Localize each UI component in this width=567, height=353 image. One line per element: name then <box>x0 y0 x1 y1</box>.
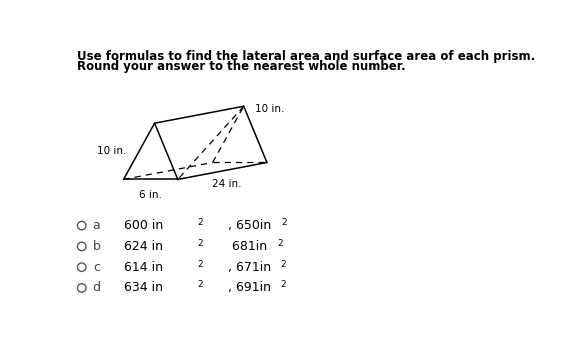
Text: 2: 2 <box>281 259 286 269</box>
Text: 624 in: 624 in <box>124 240 163 253</box>
Text: 10 in.: 10 in. <box>98 146 126 156</box>
Text: 614 in: 614 in <box>124 261 163 274</box>
Text: b: b <box>92 240 100 253</box>
Text: a: a <box>92 219 100 232</box>
Text: , 691in: , 691in <box>228 281 271 294</box>
Text: d: d <box>92 281 100 294</box>
Text: 2: 2 <box>197 280 202 289</box>
Text: 634 in: 634 in <box>124 281 163 294</box>
Text: Use formulas to find the lateral area and surface area of each prism.: Use formulas to find the lateral area an… <box>77 50 535 63</box>
Text: 2: 2 <box>197 218 202 227</box>
Text: 600 in: 600 in <box>124 219 163 232</box>
Text: 24 in.: 24 in. <box>211 179 241 190</box>
Text: 6 in.: 6 in. <box>139 190 162 200</box>
Text: 2: 2 <box>281 218 287 227</box>
Text: , 671in: , 671in <box>228 261 271 274</box>
Text: 681in: 681in <box>228 240 267 253</box>
Text: 2: 2 <box>197 259 202 269</box>
Text: , 650in: , 650in <box>228 219 271 232</box>
Text: 2: 2 <box>278 239 284 248</box>
Text: 10 in.: 10 in. <box>255 104 284 114</box>
Text: Round your answer to the nearest whole number.: Round your answer to the nearest whole n… <box>77 60 406 73</box>
Text: 2: 2 <box>281 280 286 289</box>
Text: 2: 2 <box>197 239 202 248</box>
Text: c: c <box>93 261 100 274</box>
